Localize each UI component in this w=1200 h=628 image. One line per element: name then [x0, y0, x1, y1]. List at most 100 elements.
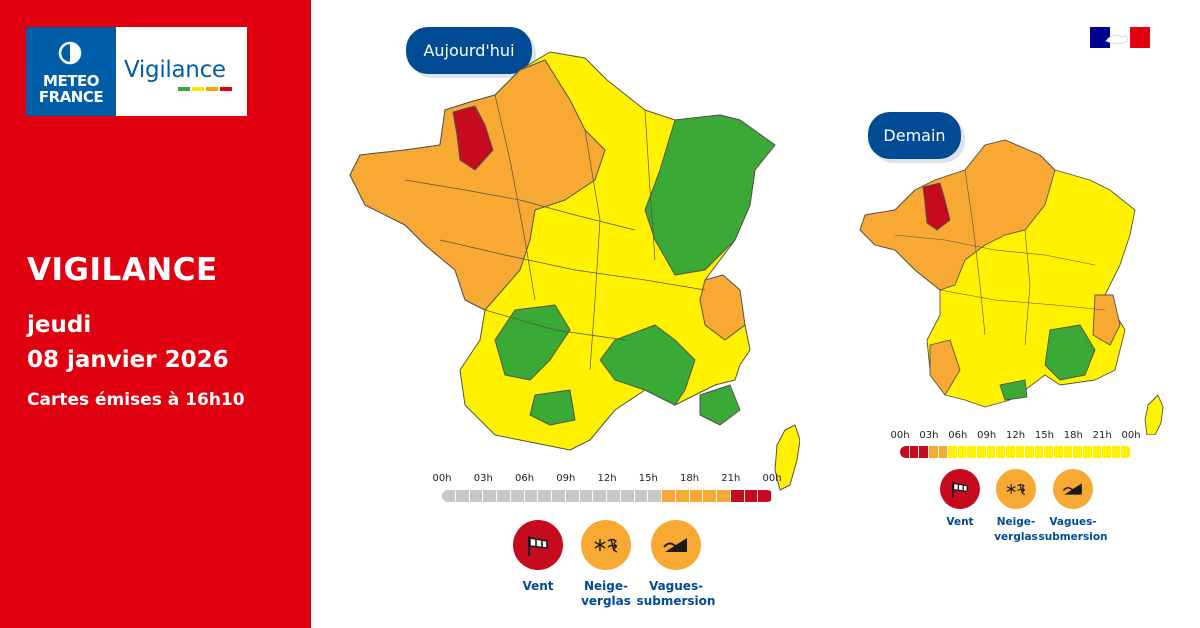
- today-timeline-slot: [617, 490, 621, 502]
- today-timeline-slot: [596, 490, 601, 502]
- today-timeline-slot: [682, 490, 687, 502]
- today-hazard-snow-ice-icon[interactable]: [581, 520, 631, 570]
- today-timeline-slot: [500, 490, 504, 502]
- today-region-green-pyrenees: [529, 389, 576, 426]
- tomorrow-timeline-slot: [945, 446, 949, 458]
- today-timeline-slot: [462, 490, 467, 502]
- tomorrow-timeline-slot: [989, 446, 992, 458]
- tomorrow-timeline-tick: 18h: [1063, 430, 1083, 441]
- tomorrow-timeline-slot: [1003, 446, 1006, 458]
- waves-submersion-icon: [661, 530, 691, 560]
- tab-tomorrow[interactable]: Demain: [868, 112, 961, 159]
- today-timeline-slot: [469, 490, 473, 502]
- tomorrow-timeline-slot: [1051, 446, 1054, 458]
- today-timeline-slot: [696, 490, 700, 502]
- today-timeline-slot: [452, 490, 456, 502]
- tomorrow-timeline-slot: [1022, 446, 1026, 458]
- today-timeline-slot: [720, 490, 724, 502]
- tomorrow-timeline-slot: [1116, 446, 1119, 458]
- tab-today[interactable]: Aujourd'hui: [406, 27, 532, 74]
- tomorrow-region-green-southeast: [1044, 324, 1096, 381]
- today-timeline-slot: [644, 490, 649, 502]
- tomorrow-timeline-slot: [1010, 446, 1014, 458]
- today-timeline-slot: [651, 490, 656, 502]
- today-timeline-bar: [442, 490, 773, 502]
- tomorrow-timeline-slot: [986, 446, 990, 458]
- today-timeline-slot: [527, 490, 532, 502]
- today-timeline-slot: [466, 490, 470, 502]
- tomorrow-timeline-tick: 00h: [1121, 430, 1141, 441]
- wind-sock-icon: [523, 530, 553, 560]
- today-hazard-label: Vent: [522, 579, 554, 593]
- tomorrow-timeline-slot: [900, 446, 903, 458]
- vigilance-bar-red: [220, 87, 232, 91]
- tomorrow-timeline-slot: [940, 446, 944, 458]
- tomorrow-timeline-slot: [1005, 446, 1009, 458]
- today-timeline-slot: [699, 490, 704, 502]
- today-timeline-slot: [710, 490, 714, 502]
- today-timeline-slot: [448, 490, 453, 502]
- today-timeline-tick: 00h: [432, 473, 452, 484]
- today-timeline-slot: [627, 490, 632, 502]
- tomorrow-timeline-slot: [1015, 446, 1018, 458]
- tomorrow-region-orange-southeast: [1092, 294, 1121, 346]
- today-region-green-east: [644, 114, 776, 276]
- tomorrow-timeline-slot: [1058, 446, 1062, 458]
- tomorrow-timeline-slot: [1087, 446, 1091, 458]
- tomorrow-timeline-tick: 15h: [1034, 430, 1054, 441]
- tomorrow-timeline-slot: [1080, 446, 1083, 458]
- tomorrow-timeline-slot: [1044, 446, 1047, 458]
- tomorrow-timeline-slot: [928, 446, 932, 458]
- logo-line-2: FRANCE: [38, 88, 104, 106]
- tomorrow-timeline-slot: [1068, 446, 1071, 458]
- today-timeline-slot: [548, 490, 552, 502]
- today-timeline-slot: [679, 490, 683, 502]
- tomorrow-timeline-slot: [964, 446, 968, 458]
- today-region-corsica: [774, 424, 800, 491]
- today-timeline-slot: [479, 490, 484, 502]
- tomorrow-region-orange-west-coast: [929, 339, 961, 396]
- today-timeline-slot: [727, 490, 731, 502]
- snow-ice-icon: [1004, 477, 1028, 501]
- waves-submersion-icon: [1061, 477, 1085, 501]
- today-timeline-slot: [472, 490, 477, 502]
- today-timeline-slot: [562, 490, 566, 502]
- today-timeline-slot: [517, 490, 522, 502]
- today-timeline-slot: [507, 490, 511, 502]
- today-timeline-slot: [751, 490, 755, 502]
- today-timeline-slot: [765, 490, 769, 502]
- today-timeline-slot: [744, 490, 748, 502]
- tomorrow-timeline-slot: [1020, 446, 1023, 458]
- today-timeline-slot: [442, 490, 446, 502]
- tomorrow-hazard-snow-ice-icon[interactable]: [996, 469, 1036, 509]
- tomorrow-timeline-slot: [1082, 446, 1086, 458]
- tomorrow-timeline-slot: [1128, 446, 1131, 458]
- tomorrow-hazard-waves-submersion-icon[interactable]: [1053, 469, 1093, 509]
- tomorrow-timeline-slot: [1037, 446, 1040, 458]
- today-timeline-slot: [534, 490, 539, 502]
- date: 08 janvier 2026: [27, 347, 229, 373]
- tomorrow-timeline-tick: 12h: [1005, 430, 1026, 441]
- today-hazard-wind-sock-icon[interactable]: [513, 520, 563, 570]
- tomorrow-timeline-slot: [1061, 446, 1064, 458]
- tomorrow-hazard-label: Neige-verglas: [994, 516, 1038, 543]
- tomorrow-timeline-slot: [912, 446, 915, 458]
- tomorrow-timeline-slot: [957, 446, 961, 458]
- today-timeline-slot: [524, 490, 528, 502]
- tomorrow-timeline-slot: [955, 446, 958, 458]
- today-timeline-slot: [686, 490, 690, 502]
- meteo-france-emblem-icon: [58, 41, 82, 65]
- tomorrow-region-green-pyrenees: [999, 379, 1028, 401]
- today-timeline-slot: [689, 490, 693, 502]
- tomorrow-timeline-slot: [902, 446, 905, 458]
- tomorrow-timeline-slot: [1046, 446, 1050, 458]
- tomorrow-timeline-slot: [1111, 446, 1115, 458]
- weekday: jeudi: [27, 312, 92, 338]
- today-hazard-waves-submersion-icon[interactable]: [651, 520, 701, 570]
- tomorrow-timeline-slot: [1008, 446, 1011, 458]
- vigilance-bar-green: [178, 87, 190, 91]
- tomorrow-timeline-slot: [974, 446, 977, 458]
- tomorrow-hazard-wind-sock-icon[interactable]: [940, 469, 980, 509]
- tomorrow-region-orange-north: [859, 139, 1056, 291]
- today-timeline-slot: [486, 490, 491, 502]
